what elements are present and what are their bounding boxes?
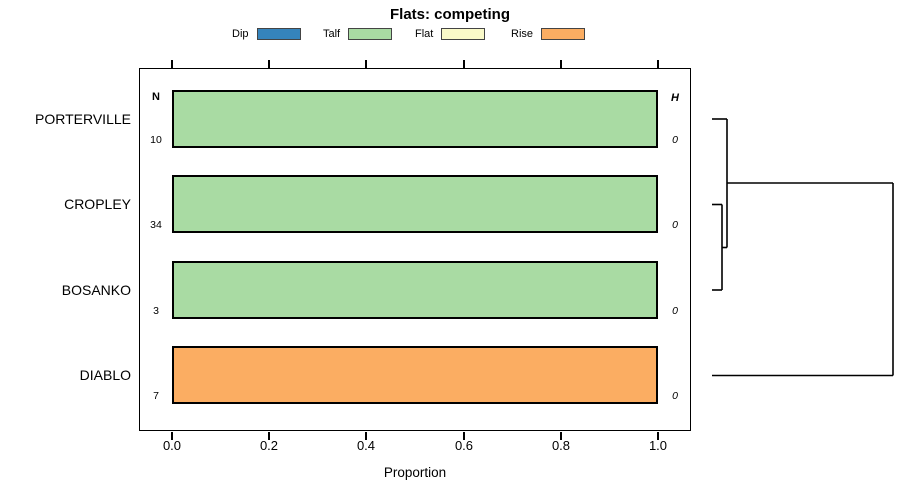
legend-item-dip: Dip [232, 26, 301, 42]
bar-cropley [172, 175, 658, 233]
legend-label-rise: Rise [511, 28, 534, 40]
n-value-cropley: 34 [150, 219, 162, 231]
x-axis-title: Proportion [383, 465, 447, 480]
n-column-header: N [152, 91, 160, 103]
legend-swatch-rise [541, 28, 586, 40]
x-tick-label-3: 0.6 [454, 438, 474, 453]
chart-title: Flats: competing [389, 6, 510, 23]
x-tick-top-5 [657, 60, 659, 68]
h-value-cropley: 0 [672, 219, 678, 231]
x-tick-bottom-4 [560, 432, 562, 440]
n-value-diablo: 7 [153, 390, 159, 402]
h-value-diablo: 0 [672, 390, 678, 402]
y-label-diablo: DIABLO [79, 367, 131, 383]
legend-label-flat: Flat [415, 28, 434, 40]
bar-porterville [172, 90, 658, 148]
bar-bosanko [172, 261, 658, 319]
x-tick-bottom-2 [365, 432, 367, 440]
x-tick-bottom-0 [171, 432, 173, 440]
legend-label-talf: Talf [323, 28, 341, 40]
x-tick-top-3 [463, 60, 465, 68]
dendrogram [712, 118, 894, 377]
x-tick-label-5: 1.0 [648, 438, 668, 453]
y-label-cropley: CROPLEY [64, 196, 131, 212]
x-tick-label-0: 0.0 [162, 438, 182, 453]
n-value-bosanko: 3 [153, 305, 159, 317]
legend-item-flat: Flat [415, 26, 486, 42]
n-value-porterville: 10 [150, 134, 162, 146]
x-tick-top-4 [560, 60, 562, 68]
y-label-bosanko: BOSANKO [61, 282, 131, 298]
y-label-porterville: PORTERVILLE [35, 111, 131, 127]
legend-item-talf: Talf [323, 26, 393, 42]
legend-label-dip: Dip [232, 28, 249, 40]
h-value-porterville: 0 [672, 134, 678, 146]
legend-swatch-talf [348, 28, 393, 40]
x-tick-label-2: 0.4 [356, 438, 376, 453]
x-tick-top-0 [171, 60, 173, 68]
x-tick-bottom-3 [463, 432, 465, 440]
legend-swatch-flat [441, 28, 486, 40]
legend-item-rise: Rise [511, 26, 586, 42]
x-tick-label-4: 0.8 [551, 438, 571, 453]
x-tick-top-1 [268, 60, 270, 68]
bar-diablo [172, 346, 658, 404]
x-tick-bottom-1 [268, 432, 270, 440]
plot-frame [139, 68, 691, 431]
h-column-header: H [671, 92, 679, 104]
legend-swatch-dip [256, 28, 301, 40]
h-value-bosanko: 0 [672, 305, 678, 317]
x-tick-label-1: 0.2 [259, 438, 279, 453]
x-tick-bottom-5 [657, 432, 659, 440]
x-tick-top-2 [365, 60, 367, 68]
